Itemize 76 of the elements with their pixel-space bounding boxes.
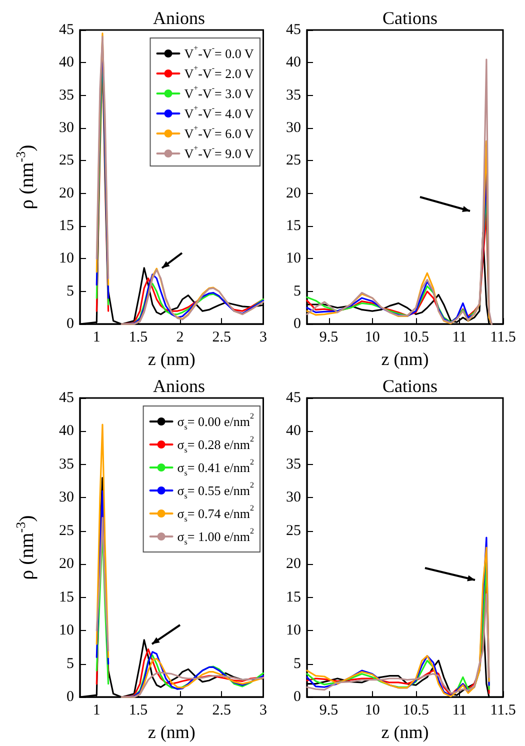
x-axis-title: z (nm)	[148, 722, 196, 742]
legend-label: V+-V-= 6.0 V	[184, 124, 254, 141]
legend-label: V+-V-= 0.0 V	[184, 44, 254, 61]
y-tick-label: 35	[286, 87, 301, 104]
legend-label: V+-V-= 3.0 V	[184, 84, 254, 101]
y-tick-label: 30	[59, 120, 74, 136]
x-tick-label: 1	[92, 702, 100, 719]
y-tick-label: 20	[286, 185, 301, 202]
x-tick-label: 11.5	[490, 330, 516, 346]
x-tick-label: 2.5	[212, 330, 231, 346]
y-tick-label: 40	[286, 423, 301, 440]
x-tick-label: 1.5	[128, 330, 148, 346]
x-tick-label: 11.5	[490, 702, 516, 719]
x-tick-label: 10	[364, 330, 380, 346]
x-axis-title: z (nm)	[381, 722, 429, 742]
x-tick-label: 11	[452, 702, 467, 719]
y-tick-label: 5	[294, 656, 301, 672]
chart-title: Cations	[382, 376, 438, 396]
y-tick-label: 10	[59, 622, 74, 639]
x-tick-label: 9.5	[319, 330, 338, 346]
y-tick-label: 35	[59, 456, 74, 472]
y-tick-label: 5	[294, 283, 301, 300]
x-tick-label: 2.5	[212, 702, 231, 719]
legend-label: V+-V-= 4.0 V	[184, 104, 254, 121]
y-tick-label: 45	[286, 22, 301, 38]
y-axis-title: ρ (nm-3)	[13, 144, 38, 210]
y-tick-label: 25	[286, 152, 301, 169]
y-tick-label: 15	[286, 218, 301, 234]
y-tick-label: 25	[59, 522, 74, 539]
y-tick-label: 5	[66, 283, 74, 300]
y-tick-label: 10	[286, 622, 301, 639]
x-tick-label: 10.5	[402, 702, 430, 719]
x-axis-title: z (nm)	[148, 349, 196, 369]
x-tick-label: 2	[176, 330, 184, 346]
y-tick-label: 25	[286, 522, 301, 539]
x-tick-label: 2	[176, 702, 184, 719]
y-tick-label: 25	[59, 152, 74, 169]
y-tick-label: 20	[59, 556, 74, 572]
chart-title: Cations	[382, 8, 438, 28]
y-tick-label: 15	[59, 218, 74, 234]
chart-title: Anions	[152, 8, 206, 28]
y-tick-label: 30	[286, 490, 301, 506]
y-tick-label: 35	[286, 456, 301, 472]
y-tick-label: 15	[286, 589, 301, 606]
y-tick-label: 0	[294, 316, 301, 332]
y-tick-label: 30	[286, 120, 301, 136]
y-tick-label: 15	[59, 589, 74, 606]
y-tick-label: 45	[286, 390, 301, 406]
x-tick-label: 9.5	[319, 702, 338, 719]
y-tick-label: 45	[59, 22, 74, 38]
x-axis-title: z (nm)	[381, 349, 429, 369]
x-tick-label: 10	[364, 702, 380, 719]
x-tick-label: 3	[260, 330, 267, 346]
y-tick-label: 40	[286, 54, 301, 71]
y-tick-label: 0	[66, 689, 74, 706]
y-tick-label: 0	[66, 316, 74, 332]
x-tick-label: 3	[260, 702, 267, 719]
x-tick-label: 10.5	[402, 330, 430, 346]
y-tick-label: 40	[59, 54, 74, 71]
legend-label: V+-V-= 2.0 V	[184, 64, 254, 81]
y-tick-label: 30	[59, 490, 74, 506]
y-tick-label: 40	[59, 423, 74, 440]
x-tick-label: 1.5	[128, 702, 148, 719]
y-tick-label: 20	[59, 185, 74, 202]
y-tick-label: 45	[59, 390, 74, 406]
y-tick-label: 35	[59, 87, 74, 104]
y-tick-label: 10	[286, 250, 301, 267]
chart-title: Anions	[152, 376, 206, 396]
y-tick-label: 10	[59, 250, 74, 267]
x-tick-label: 11	[452, 330, 467, 346]
y-tick-label: 20	[286, 556, 301, 572]
x-tick-label: 1	[92, 330, 100, 346]
legend-label: V+-V-= 9.0 V	[184, 144, 254, 161]
y-tick-label: 0	[294, 689, 301, 706]
y-axis-title: ρ (nm-3)	[13, 515, 38, 580]
y-tick-label: 5	[66, 656, 74, 672]
